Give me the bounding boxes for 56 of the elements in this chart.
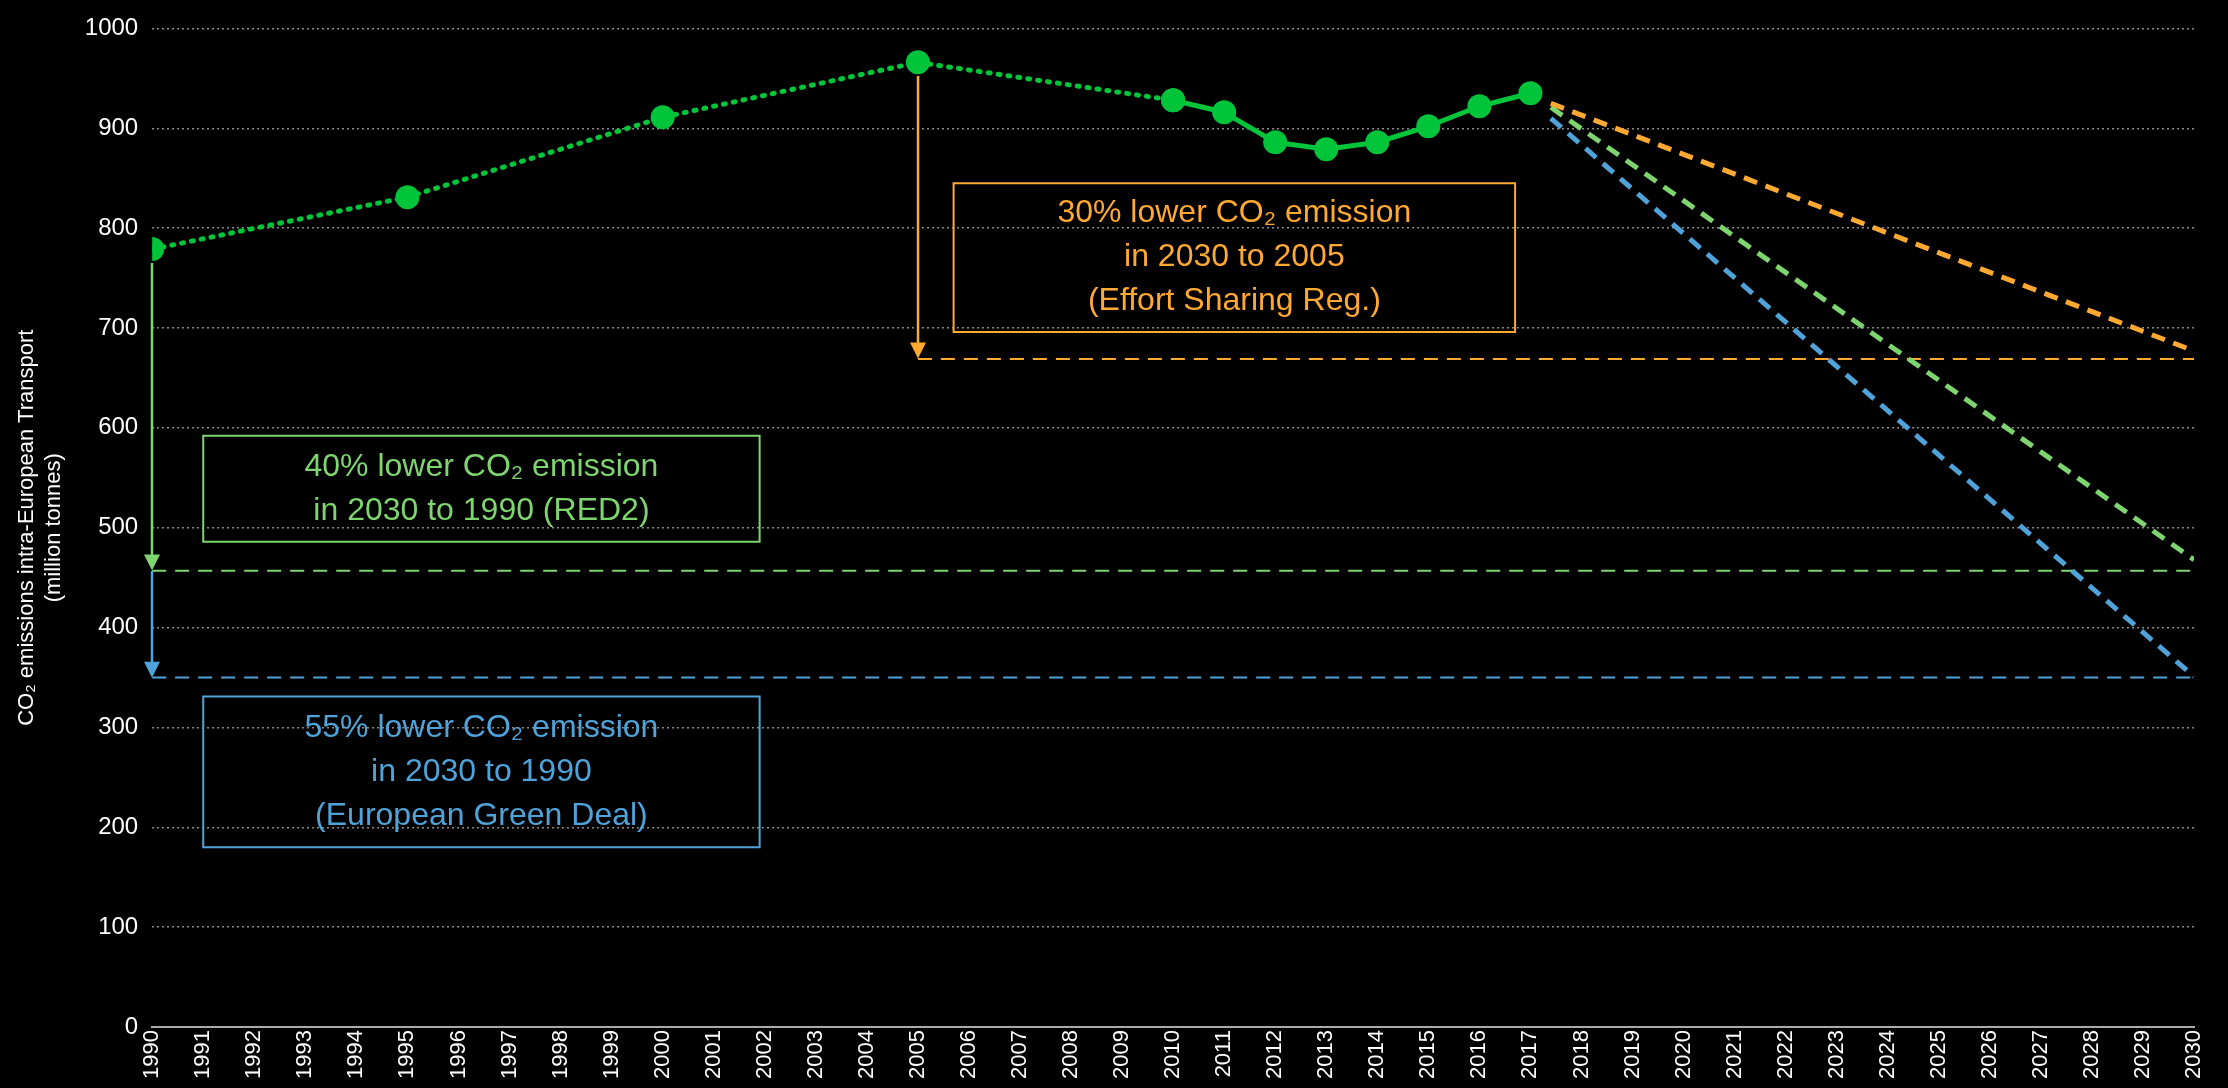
x-tick-label: 2018 [1567,1030,1593,1080]
x-tick-label: 2023 [1822,1030,1848,1080]
x-tick-label: 1992 [240,1030,266,1080]
x-tick-label: 2025 [1924,1030,1950,1080]
x-tick-label: 2001 [699,1030,725,1080]
x-tick-label: 2024 [1873,1030,1899,1080]
x-tick-label: 2000 [648,1030,674,1080]
x-tick-label: 2027 [2026,1030,2052,1080]
y-tick-label: 500 [98,512,139,540]
x-tick-label: 2005 [903,1030,929,1080]
x-tick-label: 2026 [1975,1030,2001,1080]
x-tick-label: 2029 [2129,1030,2155,1080]
x-tick-label: 2006 [954,1030,980,1080]
x-tick-label: 2012 [1261,1030,1287,1080]
y-tick-label: 300 [98,712,139,740]
y-tick-label: 900 [98,112,139,140]
ref-line-label: 55% lower CO₂ emission in 2030 to 1990 (European Green Deal) [304,707,659,832]
x-tick-label: 2004 [852,1030,878,1080]
x-tick-label: 1990 [138,1030,164,1080]
ref-line-label: 30% lower CO₂ emission in 2030 to 2005 (Effort Sharing Reg.) [1057,193,1412,318]
x-tick-label: 2011 [1210,1030,1236,1078]
y-tick-label: 600 [98,412,139,440]
x-tick-label: 2009 [1108,1030,1134,1080]
x-tick-label: 2022 [1771,1030,1797,1080]
x-tick-label: 2007 [1006,1030,1032,1080]
x-tick-label: 2008 [1057,1030,1083,1080]
y-tick-label: 100 [98,911,139,939]
x-tick-label: 2017 [1516,1030,1542,1080]
y-tick-label: 700 [98,312,139,340]
x-tick-label: 1996 [444,1030,470,1080]
x-tick-label: 2016 [1465,1030,1491,1080]
x-tick-label: 2015 [1414,1030,1440,1080]
x-tick-label: 2003 [801,1030,827,1080]
y-tick-label: 1000 [84,13,139,41]
x-tick-label: 2021 [1720,1030,1746,1080]
y-tick-label: 800 [98,212,139,240]
x-tick-label: 2002 [750,1030,776,1080]
x-tick-label: 2013 [1312,1030,1338,1080]
y-axis-title: CO₂ emissions intra-European Transport (million tonnes) [13,329,65,726]
x-tick-label: 1995 [393,1030,419,1080]
x-tick-label: 2030 [2180,1030,2206,1080]
x-tick-label: 1999 [597,1030,623,1080]
x-tick-label: 2020 [1669,1030,1695,1080]
x-tick-label: 1994 [342,1030,368,1080]
x-tick-label: 2010 [1159,1030,1185,1080]
x-tick-label: 2028 [2077,1030,2103,1080]
y-tick-label: 200 [98,811,139,839]
x-tick-label: 1998 [546,1030,572,1080]
x-tick-label: 1997 [495,1030,521,1080]
x-tick-label: 2019 [1618,1030,1644,1080]
y-tick-label: 400 [98,612,139,640]
x-tick-label: 2014 [1363,1030,1389,1080]
ref-line-label: 40% lower CO₂ emission in 2030 to 1990 (RED2) [304,446,659,527]
x-tick-label: 1991 [189,1030,215,1080]
x-tick-label: 1993 [291,1030,317,1080]
y-tick-label: 0 [124,1011,139,1039]
